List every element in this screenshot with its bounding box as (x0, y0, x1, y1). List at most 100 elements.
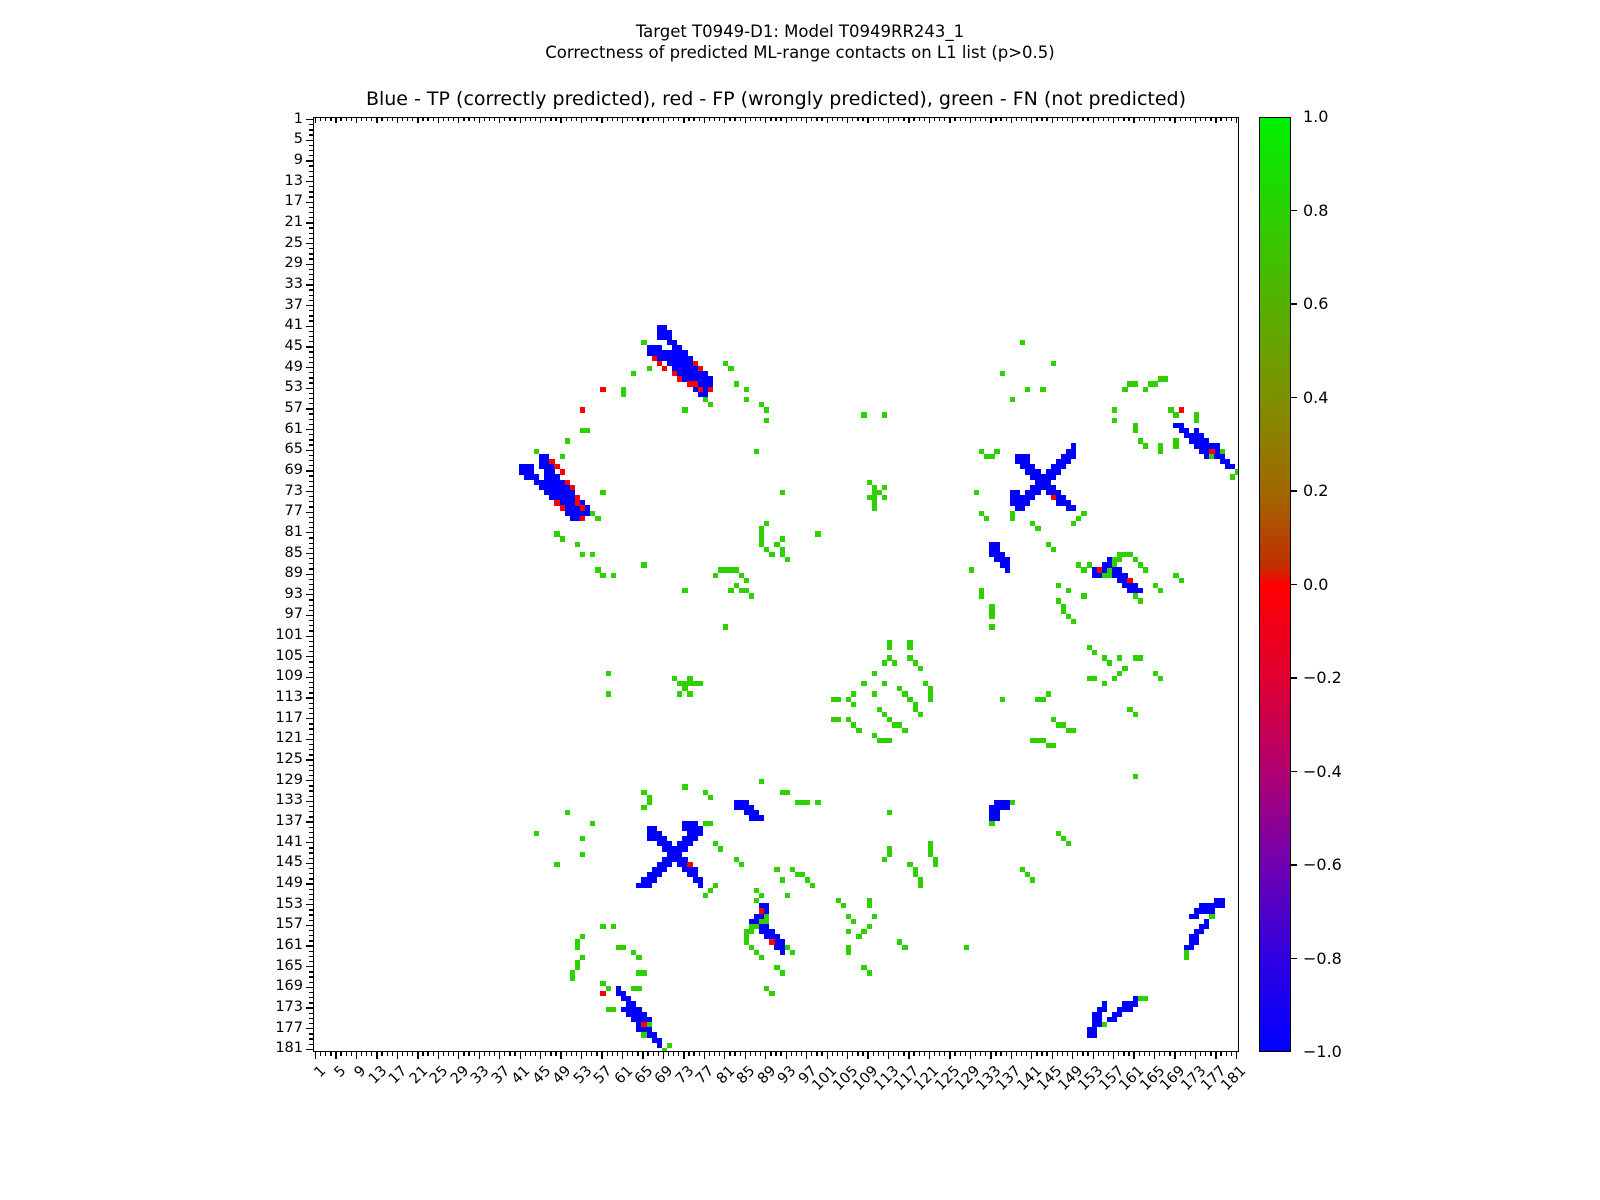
x-minor-tick (877, 1052, 879, 1056)
contact-cell-tp (692, 371, 698, 377)
contact-cell-tp (682, 365, 688, 372)
contact-cell-tp (1055, 495, 1062, 501)
contact-cell-tp (677, 345, 683, 351)
y-minor-tick (309, 170, 313, 172)
contact-cell-fn (779, 489, 785, 496)
contact-cell-tp (999, 557, 1005, 563)
contact-cell-fn (569, 970, 575, 976)
y-minor-tick (309, 898, 313, 901)
colorbar[interactable]: 1.0 0.8 0.6 0.4 0.2 0.0 −0.2 −0.4 −0.6 −0.8 −1.0 (1259, 107, 1342, 1061)
contact-cell-tp (1204, 918, 1210, 924)
contact-cell-fn (851, 691, 857, 697)
x-top-tick (877, 117, 879, 121)
contact-cell-fn (1050, 717, 1056, 723)
x-minor-tick (698, 1052, 700, 1056)
contact-cell-tp (1193, 939, 1200, 945)
contact-cell-fp (569, 484, 575, 491)
contact-cell-fn (830, 696, 836, 702)
contact-cell-tp (656, 350, 662, 356)
contact-cell-tp (549, 495, 555, 501)
contact-cell-tp (1122, 1001, 1128, 1007)
x-top-tick (442, 117, 445, 121)
y-minor-tick (309, 805, 313, 808)
contact-cell-fn (881, 484, 888, 491)
x-major-tick (396, 1052, 399, 1059)
contact-map-plot-area[interactable] (313, 117, 1239, 1052)
y-axis-tick-label: 5 (293, 131, 303, 148)
contact-cell-tp (702, 376, 709, 382)
y-minor-tick (309, 377, 313, 379)
x-minor-tick (406, 1052, 409, 1056)
contact-cell-fn (927, 696, 934, 702)
y-minor-tick (309, 563, 313, 565)
x-major-tick (1092, 1052, 1094, 1059)
contact-cell-fn (907, 644, 913, 651)
contact-cell-fn (1101, 572, 1108, 578)
contact-cell-fn (585, 427, 591, 434)
contact-cell-fp (580, 505, 586, 511)
x-top-tick (621, 117, 624, 123)
contact-cell-tp (554, 484, 560, 491)
contact-cell-tp (1066, 448, 1072, 454)
contact-cell-fn (707, 820, 714, 826)
contact-cell-tp (672, 350, 678, 356)
contact-cell-tp (1091, 1027, 1097, 1033)
contact-cell-tp (1173, 422, 1179, 429)
y-minor-tick (309, 893, 313, 896)
contact-cell-tp (1106, 557, 1113, 563)
x-minor-tick (898, 1052, 900, 1056)
x-minor-tick (939, 1052, 941, 1056)
contact-cell-fn (1153, 670, 1159, 676)
contact-cell-fn (927, 841, 934, 847)
x-major-tick (478, 1052, 480, 1059)
y-axis-tick-label: 101 (275, 627, 303, 644)
contact-cell-fn (682, 407, 688, 413)
y-minor-tick (309, 976, 313, 978)
contact-cell-fn (871, 484, 877, 491)
contact-cell-fn (1050, 743, 1056, 749)
y-major-tick (306, 180, 313, 183)
x-minor-tick (447, 1052, 450, 1056)
contact-cell-tp (1035, 489, 1041, 496)
x-top-tick (857, 117, 859, 121)
contact-cell-tp (1106, 1016, 1113, 1023)
contact-cell-fn (605, 691, 611, 697)
x-minor-tick (1205, 1052, 1207, 1056)
contact-cell-fn (646, 1022, 652, 1028)
y-major-tick (306, 428, 313, 431)
y-minor-tick (309, 785, 313, 787)
contact-cell-tp (1025, 464, 1031, 470)
contact-cell-fn (846, 944, 852, 950)
contact-cell-tp (1199, 443, 1205, 449)
contact-cell-tp (539, 458, 545, 465)
contact-cell-fn (861, 929, 867, 935)
contact-cell-fn (753, 448, 760, 454)
y-minor-tick (309, 134, 313, 136)
contact-cell-tp (1096, 1016, 1102, 1023)
y-minor-tick (309, 909, 313, 911)
contact-cell-fn (902, 944, 908, 950)
y-minor-tick (309, 955, 313, 958)
contact-cell-tp (528, 474, 535, 480)
x-top-tick (719, 117, 721, 121)
x-minor-tick (442, 1052, 445, 1056)
contact-cell-fn (738, 572, 744, 578)
contact-cell-tp (702, 386, 709, 392)
contact-cell-tp (999, 551, 1005, 558)
contact-cell-fn (1137, 655, 1143, 661)
contact-cell-fn (1137, 996, 1143, 1002)
x-top-tick (867, 117, 869, 123)
contact-cell-fp (687, 861, 693, 868)
y-axis-tick-label: 137 (275, 813, 303, 830)
y-minor-tick (309, 480, 313, 482)
contact-cell-tp (523, 464, 529, 470)
x-top-tick (360, 117, 363, 121)
contact-cell-fn (1091, 675, 1097, 682)
contact-cell-tp (1060, 464, 1067, 470)
x-top-tick (944, 117, 946, 121)
y-minor-tick (309, 914, 313, 916)
contact-cell-fn (713, 841, 719, 847)
contact-cell-fn (1060, 722, 1067, 728)
contact-cell-tp (539, 464, 545, 470)
x-major-tick (540, 1052, 542, 1059)
